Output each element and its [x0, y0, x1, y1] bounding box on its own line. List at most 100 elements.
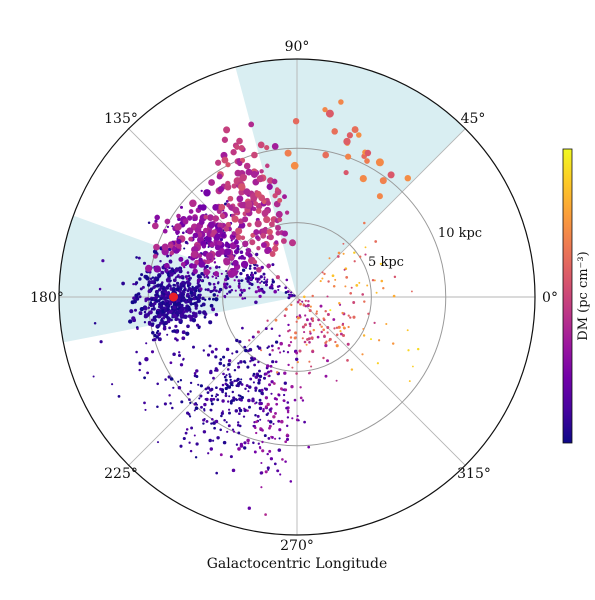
angle-tick-label-225: 225° — [104, 466, 138, 482]
data-point — [278, 437, 281, 440]
data-point — [319, 304, 323, 308]
data-point — [286, 409, 290, 412]
data-point — [270, 327, 274, 331]
data-point — [277, 448, 282, 452]
data-point — [227, 400, 230, 403]
data-point — [321, 271, 324, 274]
data-point — [213, 261, 217, 264]
ring-10 — [147, 147, 447, 447]
data-point — [238, 183, 246, 191]
data-point — [275, 187, 280, 192]
data-point — [225, 221, 232, 228]
data-point — [362, 334, 366, 337]
data-point — [341, 333, 346, 338]
angle-tick-label-90: 90° — [285, 39, 310, 55]
data-point — [353, 260, 356, 263]
data-point — [222, 355, 226, 359]
data-point — [228, 408, 231, 411]
data-point — [235, 350, 239, 354]
data-point — [208, 438, 212, 443]
data-point — [323, 335, 326, 338]
data-point — [214, 419, 219, 424]
data-point — [269, 251, 276, 257]
data-point — [209, 397, 214, 402]
data-point — [135, 256, 138, 259]
data-point — [238, 144, 245, 152]
data-point — [165, 278, 169, 281]
data-point — [261, 392, 264, 396]
data-point — [253, 271, 257, 275]
data-point — [215, 266, 218, 269]
data-point — [337, 251, 341, 255]
data-point — [154, 276, 158, 281]
data-point — [355, 284, 359, 287]
data-point — [214, 367, 218, 371]
data-point — [168, 247, 172, 252]
data-point — [199, 394, 203, 398]
data-point — [234, 144, 240, 150]
data-point — [329, 309, 332, 312]
data-point — [266, 263, 272, 269]
data-point — [230, 288, 234, 292]
data-point — [189, 291, 193, 295]
data-point — [259, 281, 262, 284]
data-point — [237, 382, 241, 386]
spoke-45 — [296, 128, 466, 298]
data-point — [147, 320, 152, 325]
data-point — [132, 282, 135, 286]
data-point — [264, 470, 268, 474]
data-point — [261, 429, 264, 432]
angle-tick-label-315: 315° — [457, 466, 491, 482]
data-point — [257, 378, 262, 382]
data-point — [153, 265, 161, 273]
data-point — [250, 282, 254, 286]
data-point — [257, 360, 260, 364]
data-point — [271, 263, 275, 267]
data-point — [211, 289, 214, 293]
data-point — [241, 326, 244, 330]
data-point — [248, 267, 252, 270]
data-point — [224, 392, 228, 395]
data-point — [230, 383, 233, 387]
data-point — [237, 394, 241, 397]
data-point — [197, 310, 202, 315]
data-point — [254, 190, 262, 198]
data-point — [275, 275, 280, 280]
data-point — [129, 309, 134, 314]
data-point — [138, 368, 141, 372]
data-point — [273, 289, 277, 294]
data-point — [282, 194, 287, 200]
data-point — [179, 286, 183, 290]
data-point — [208, 266, 212, 270]
data-point — [214, 312, 219, 317]
data-point — [252, 259, 258, 265]
data-point — [256, 277, 260, 281]
data-point — [160, 270, 165, 275]
data-point — [163, 262, 170, 269]
data-point — [240, 256, 244, 260]
data-point — [268, 353, 272, 356]
data-point — [227, 362, 231, 367]
data-point — [349, 316, 352, 319]
angle-tick-label-270: 270° — [280, 538, 314, 554]
data-point — [224, 378, 228, 382]
data-point — [172, 329, 177, 333]
data-point — [236, 423, 240, 427]
data-point — [205, 252, 214, 260]
data-point — [257, 381, 261, 385]
data-point — [271, 360, 275, 364]
data-point — [162, 316, 166, 320]
data-point — [169, 287, 174, 291]
data-point — [150, 350, 155, 354]
data-point — [256, 264, 259, 267]
data-point — [232, 430, 236, 433]
data-point — [371, 278, 375, 282]
data-point — [322, 328, 326, 332]
data-point — [187, 274, 191, 278]
data-point — [188, 236, 193, 242]
data-point — [254, 386, 258, 390]
data-point — [273, 397, 277, 401]
data-point — [193, 371, 197, 375]
data-point — [217, 281, 220, 284]
data-point — [260, 232, 267, 239]
